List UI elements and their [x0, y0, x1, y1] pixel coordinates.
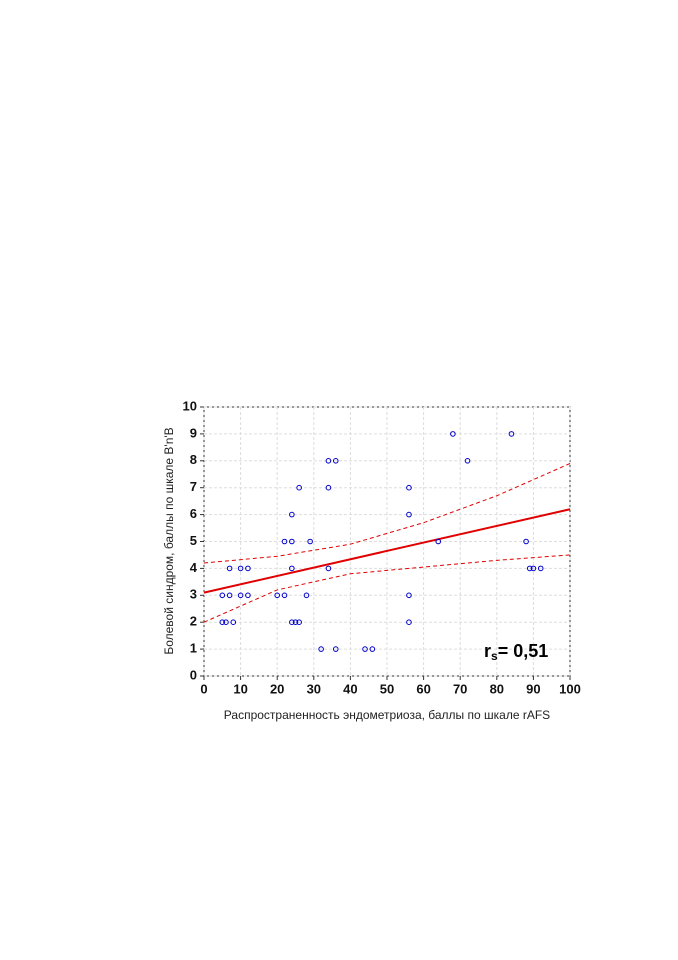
point [237, 565, 244, 572]
y-tick-label: 5 [190, 533, 197, 548]
point [530, 565, 537, 572]
point [435, 538, 442, 545]
point [281, 538, 288, 545]
regression-line [203, 508, 571, 594]
point [237, 592, 244, 599]
x-tick-label: 10 [233, 681, 247, 696]
point [226, 592, 233, 599]
point [406, 619, 412, 626]
confidence-band [203, 554, 571, 623]
point [296, 619, 302, 626]
point [537, 565, 544, 572]
annotation: rs= 0,51 [484, 641, 548, 663]
point [406, 592, 412, 599]
point [523, 538, 529, 545]
x-tick-label: 90 [526, 681, 540, 696]
point [325, 565, 332, 572]
point [289, 565, 295, 572]
x-tick-label: 100 [559, 681, 581, 696]
point [292, 619, 299, 626]
annotation-main: r [484, 641, 491, 661]
point [230, 619, 237, 626]
y-tick-label: 3 [190, 587, 197, 602]
annotation-sub: s [491, 649, 498, 663]
point [464, 458, 471, 464]
y-tick-label: 1 [190, 641, 197, 656]
point [274, 592, 281, 599]
point [325, 458, 332, 464]
point [245, 592, 251, 599]
x-axis-label: Распространенность эндометриоза, баллы п… [224, 708, 550, 722]
point [332, 458, 339, 464]
point [223, 619, 229, 626]
x-tick-label: 80 [490, 681, 504, 696]
point [362, 646, 368, 652]
point [245, 565, 251, 572]
confidence-band [203, 463, 571, 564]
y-tick-label: 6 [190, 506, 197, 521]
y-tick-label: 8 [190, 452, 197, 467]
y-tick-label: 4 [190, 560, 198, 575]
point [369, 646, 376, 652]
point [219, 619, 226, 626]
point [406, 511, 412, 518]
point [289, 511, 295, 518]
point [307, 538, 313, 545]
x-tick-label: 30 [307, 681, 321, 696]
point [226, 565, 233, 572]
point [325, 484, 332, 491]
x-tick-label: 0 [200, 681, 207, 696]
x-tick-label: 70 [453, 681, 467, 696]
point [318, 646, 324, 652]
point [303, 592, 310, 599]
y-tick-label: 10 [183, 398, 197, 413]
y-tick-label: 9 [190, 425, 197, 440]
point [332, 646, 339, 652]
x-tick-label: 60 [416, 681, 430, 696]
y-axis-label: Болевой синдром, баллы по шкале B'n'B [162, 427, 176, 654]
point [296, 484, 302, 491]
point [289, 538, 295, 545]
x-tick-label: 20 [270, 681, 284, 696]
x-tick-label: 40 [343, 681, 357, 696]
y-tick-label: 2 [190, 614, 197, 629]
point [526, 565, 533, 572]
x-tick-label: 50 [380, 681, 394, 696]
point [281, 592, 288, 599]
point [450, 431, 456, 437]
point [508, 431, 515, 437]
y-tick-label: 0 [190, 667, 197, 682]
y-tick-label: 7 [190, 479, 197, 494]
point [219, 592, 226, 599]
annotation-rest: = 0,51 [498, 641, 549, 661]
point [406, 484, 412, 491]
point [289, 619, 295, 626]
